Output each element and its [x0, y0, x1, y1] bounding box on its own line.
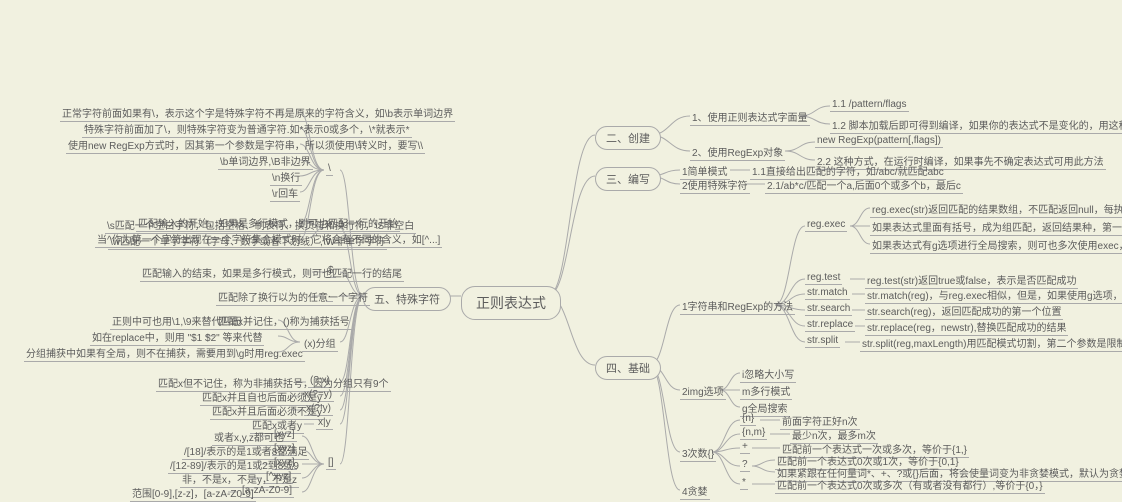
leaf-exec-1: reg.exec(str)返回匹配的结果数组，不匹配返回null，每执行一次ex… [870, 200, 1122, 218]
node-plus: + [740, 440, 750, 454]
node-group: (x)分组 [302, 334, 338, 352]
leaf-pattern-flags: 1.1 /pattern/flags [830, 98, 909, 112]
leaf-split: str.split(reg,maxLength)用匹配模式切割，第二个参数是限制… [860, 334, 1122, 352]
leaf-caret2: 当^作为第一个字符出现在一个字符集合模式时，它将会有不同的含义，如[^...] [95, 230, 442, 248]
node-q: ? [740, 458, 750, 472]
leaf-bs6: \r回车 [270, 184, 300, 202]
leaf-exec-2: 如果表达式里面有括号，成为组匹配，返回结果种，第一个是整体匹配结果，后面依次是每… [870, 218, 1122, 236]
root-node: 正则表达式 [461, 286, 561, 320]
branch-special: 五、特殊字符 [363, 287, 451, 311]
node-str-split: str.split [805, 334, 840, 348]
leaf-i: i忽略大小写 [740, 365, 796, 383]
node-or: x|y [316, 416, 333, 430]
node-special-mode: 2使用特殊字符 [680, 176, 750, 194]
leaf-abstar-c: 2.1/ab*c/匹配一个a,后面0个或多个b，最后c [765, 176, 963, 194]
leaf-dollar: 匹配输入的结束，如果是多行模式，则可也匹配一行的结尾 [140, 264, 404, 282]
leaf-exec-3: 如果表达式有g选项进行全局搜索，则可也多次使用exec，下次的匹配从上次的结果开… [870, 236, 1122, 254]
node-reg-exec: reg.exec [805, 218, 847, 232]
node-backslash: \ [326, 162, 333, 176]
node-bracket: [] [326, 456, 336, 470]
node-reg-test: reg.test [805, 271, 842, 285]
leaf-b5: 范围[0-9],[z-z]，[a-zA-Z0-9] [130, 484, 256, 502]
node-n: {n} [740, 412, 756, 426]
leaf-g4: 分组捕获中如果有全局，则不在捕获，需要用到\g时用reg.exec [24, 344, 305, 362]
node-count: 3次数{} [680, 444, 716, 462]
node-nm: {n,m} [740, 426, 767, 440]
node-methods: 1字符串和RegExp的方法 [680, 297, 795, 315]
node-greedy: 4贪婪 [680, 482, 710, 500]
branch-basic: 四、基础 [595, 356, 661, 380]
branch-write: 三、编写 [595, 167, 661, 191]
node-str-replace: str.replace [805, 318, 855, 332]
leaf-m: m多行模式 [740, 382, 792, 400]
node-str-match: str.match [805, 286, 850, 300]
node-regexp-obj: 2、使用RegExp对象 [690, 143, 785, 161]
node-str-search: str.search [805, 302, 852, 316]
leaf-dot: 匹配除了换行以为的任意一个字符 [216, 288, 370, 306]
node-literal: 1、使用正则表达式字面量 [690, 108, 810, 126]
node-img: 2img选项 [680, 382, 726, 400]
leaf-star: 匹配前一个表达式0次或多次（有或者没有都行）,等价于{0，} [775, 476, 1045, 494]
leaf-literal-perf: 1.2 脚本加载后即可得到编译，如果你的表达式不是变化的，用这种效率更高 [830, 116, 1122, 134]
branch-create: 二、创建 [595, 126, 661, 150]
leaf-new-regexp: new RegExp(pattern[,flags]) [815, 134, 943, 148]
node-star: * [740, 476, 748, 490]
